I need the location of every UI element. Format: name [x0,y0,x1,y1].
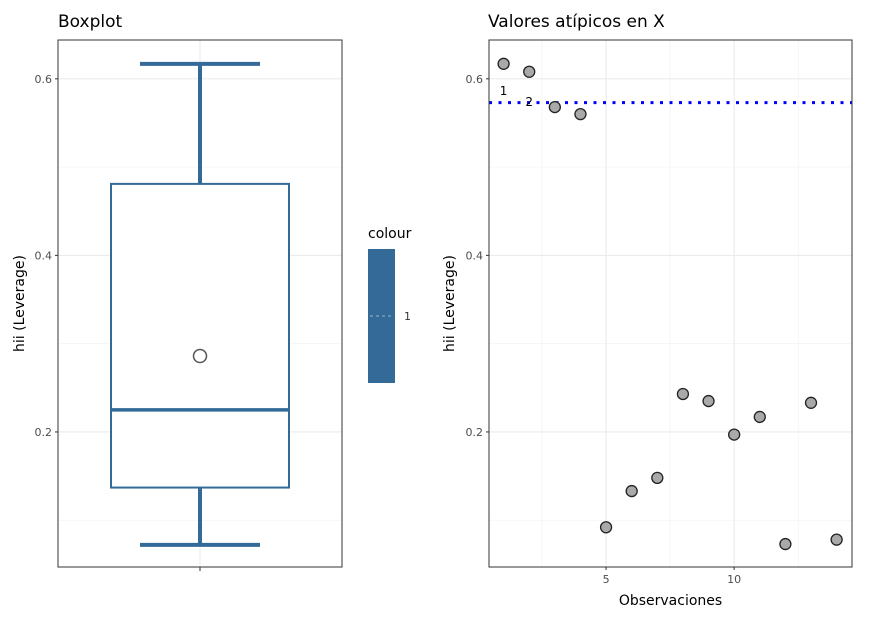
legend-title: colour [368,226,412,242]
data-point [702,394,715,408]
point-label: 2 [525,95,533,109]
y-tick-label: 0.2 [35,426,53,439]
data-point [651,471,664,484]
chart-title: Valores atípicos en X [488,12,665,32]
x-tick-label: 10 [727,573,741,586]
y-tick-label: 0.4 [35,249,53,262]
y-tick-label: 0.2 [466,426,484,439]
x-tick-label: 5 [603,573,610,586]
mean-point [192,348,208,364]
data-point [625,484,638,498]
y-tick-label: 0.6 [35,73,53,86]
y-axis-label: hii (Leverage) [12,255,28,352]
panel-background [489,40,852,567]
point-label: 1 [500,84,508,98]
data-point [804,396,818,409]
panel-border [488,39,853,568]
data-point [779,537,792,551]
data-point [574,108,587,121]
data-point [753,410,766,424]
y-tick-label: 0.6 [466,73,484,86]
data-point [548,100,561,114]
x-axis-label: Observaciones [619,593,722,609]
data-point [523,65,536,78]
y-axis-label: hii (Leverage) [442,255,458,352]
data-point [728,428,741,441]
legend-label: 1 [404,310,411,323]
box [110,182,290,489]
chart-title: Boxplot [58,12,123,32]
data-point [599,521,613,534]
data-point [830,533,843,546]
data-point [676,387,690,401]
y-tick-label: 0.4 [466,249,484,262]
data-point [497,57,510,70]
